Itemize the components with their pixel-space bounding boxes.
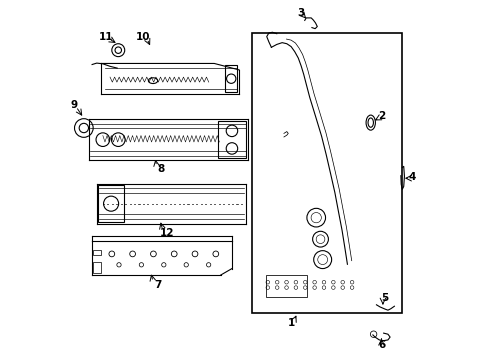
Text: 10: 10 — [136, 32, 150, 41]
Text: 3: 3 — [297, 8, 304, 18]
Text: 4: 4 — [408, 172, 415, 182]
Bar — [93, 262, 101, 273]
Text: 7: 7 — [154, 280, 161, 290]
Text: 9: 9 — [70, 100, 78, 110]
Bar — [98, 185, 124, 222]
Bar — [251, 33, 402, 313]
Text: 6: 6 — [378, 340, 385, 350]
Bar — [93, 250, 101, 255]
Bar — [225, 65, 237, 92]
Bar — [265, 275, 306, 297]
Text: 2: 2 — [377, 111, 385, 121]
Text: 5: 5 — [380, 293, 387, 303]
Text: 11: 11 — [99, 32, 113, 41]
Text: 12: 12 — [160, 228, 174, 238]
Text: 1: 1 — [287, 319, 294, 328]
Bar — [217, 121, 246, 158]
Text: 8: 8 — [157, 164, 164, 174]
